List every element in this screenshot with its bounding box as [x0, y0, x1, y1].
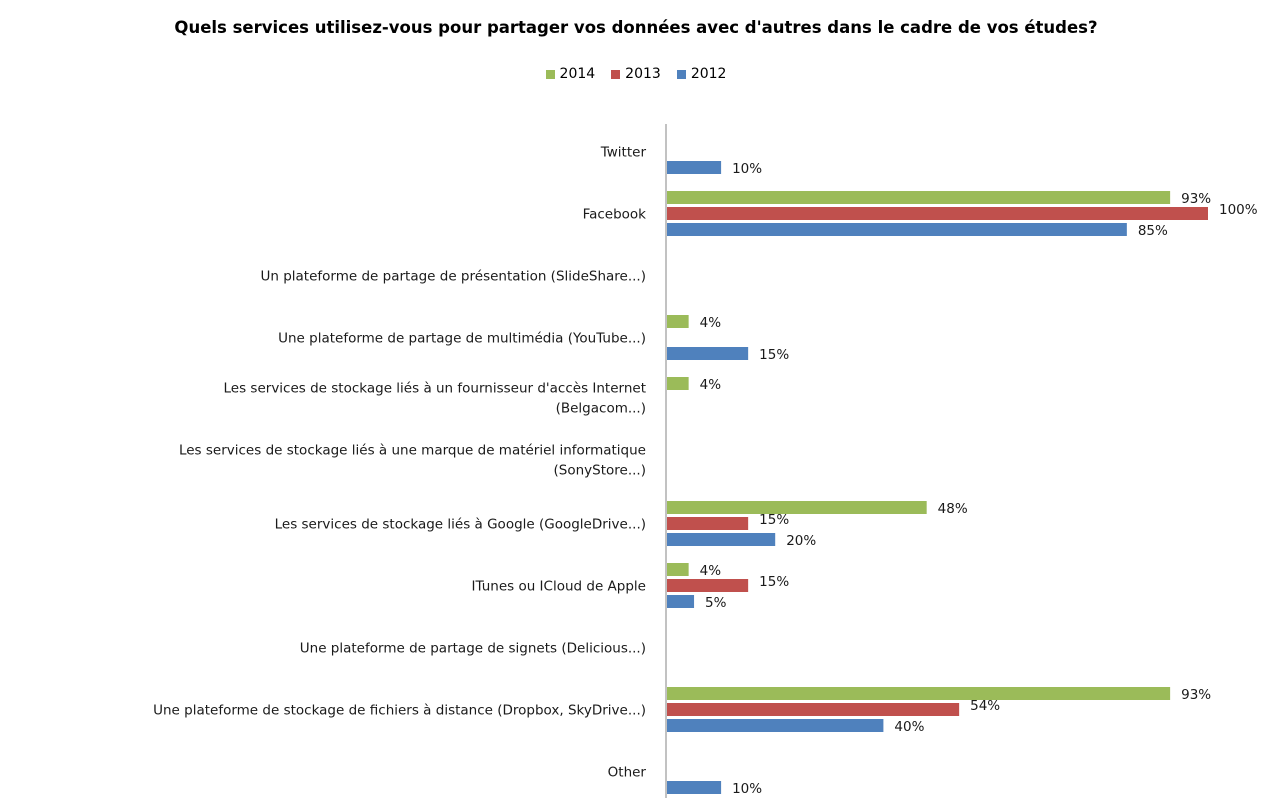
data-label: 4% — [700, 315, 722, 331]
bar-2014 — [667, 315, 689, 328]
category-label-line: ITunes ou ICloud de Apple — [472, 579, 646, 595]
category-label: Les services de stockage liés à un fourn… — [224, 381, 646, 417]
bar-2014 — [667, 563, 689, 576]
bar-2012 — [667, 533, 776, 546]
bar-2014 — [667, 377, 689, 390]
data-label: 93% — [1181, 191, 1211, 207]
data-label: 10% — [732, 781, 762, 797]
legend-swatch — [611, 69, 621, 79]
bar-2012 — [667, 223, 1127, 236]
category-label-line: Les services de stockage liés à Google (… — [275, 517, 646, 533]
category-label: Les services de stockage liés à Google (… — [275, 517, 646, 533]
category-label-line: (Belgacom...) — [556, 401, 646, 417]
legend-label: 2014 — [559, 66, 596, 82]
bar-2013 — [667, 517, 749, 530]
legend-item-2013: 2013 — [611, 66, 661, 82]
category-label-line: Other — [608, 765, 647, 781]
category-label: ITunes ou ICloud de Apple — [472, 579, 646, 595]
category-label-line: Twitter — [600, 145, 647, 161]
category-label: Les services de stockage liés à une marq… — [179, 443, 646, 479]
bar-2012 — [667, 347, 749, 360]
category-label: Un plateforme de partage de présentation… — [260, 269, 646, 285]
legend-item-2014: 2014 — [545, 66, 596, 82]
category-label-line: Les services de stockage liés à une marq… — [179, 443, 646, 459]
category-label-line: Facebook — [583, 207, 647, 223]
data-label: 10% — [732, 161, 762, 177]
category-label-line: Un plateforme de partage de présentation… — [260, 269, 646, 285]
legend-swatch — [545, 69, 555, 79]
legend-item-2012: 2012 — [676, 66, 727, 82]
bar-2012 — [667, 719, 884, 732]
category-label-line: (SonyStore...) — [554, 463, 646, 479]
category-label: Facebook — [583, 207, 647, 223]
category-label-line: Une plateforme de partage de multimédia … — [278, 331, 646, 347]
category-label: Une plateforme de partage de signets (De… — [300, 641, 646, 657]
data-label: 15% — [759, 574, 789, 590]
data-label: 15% — [759, 512, 789, 528]
legend: 2014 2013 2012 — [0, 66, 1272, 82]
data-label: 54% — [970, 698, 1000, 714]
data-label: 85% — [1138, 223, 1168, 239]
bar-2012 — [667, 595, 695, 608]
category-label-line: Une plateforme de stockage de fichiers à… — [153, 703, 646, 719]
bar-2013 — [667, 207, 1208, 220]
data-label: 4% — [700, 563, 722, 579]
data-label: 4% — [700, 377, 722, 393]
data-label: 48% — [938, 501, 968, 517]
bar-2013 — [667, 703, 960, 716]
bar-2012 — [667, 161, 722, 174]
category-label-line: Les services de stockage liés à un fourn… — [224, 381, 646, 397]
bar-2014 — [667, 191, 1171, 204]
data-label: 40% — [894, 719, 924, 735]
category-label-line: Une plateforme de partage de signets (De… — [300, 641, 646, 657]
category-label: Une plateforme de partage de multimédia … — [278, 331, 646, 347]
data-label: 93% — [1181, 687, 1211, 703]
bar-2014 — [667, 687, 1171, 700]
data-label: 15% — [759, 347, 789, 363]
category-label: Une plateforme de stockage de fichiers à… — [153, 703, 646, 719]
legend-label: 2013 — [625, 66, 661, 82]
bar-2014 — [667, 501, 927, 514]
category-label: Twitter — [600, 145, 647, 161]
data-label: 5% — [705, 595, 727, 611]
data-label: 20% — [786, 533, 816, 549]
legend-label: 2012 — [690, 66, 727, 82]
legend-swatch — [676, 69, 686, 79]
category-label: Other — [608, 765, 647, 781]
chart-title: Quels services utilisez-vous pour partag… — [174, 18, 1098, 37]
bar-2012 — [667, 781, 722, 794]
bar-2013 — [667, 579, 749, 592]
data-label: 100% — [1219, 202, 1258, 218]
